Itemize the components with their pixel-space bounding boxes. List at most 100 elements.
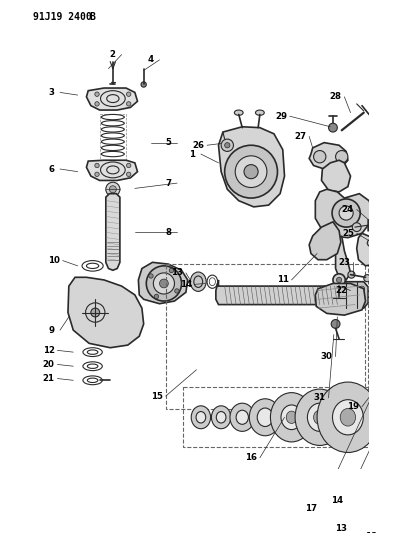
Circle shape <box>221 139 234 151</box>
Bar <box>100 115 126 160</box>
Circle shape <box>106 182 120 196</box>
Text: 23: 23 <box>338 258 350 267</box>
Text: 2: 2 <box>110 50 116 59</box>
Polygon shape <box>309 143 348 170</box>
Circle shape <box>95 163 99 168</box>
Circle shape <box>359 298 365 304</box>
Ellipse shape <box>255 110 264 115</box>
Circle shape <box>95 102 99 106</box>
Polygon shape <box>86 160 137 181</box>
Text: 6: 6 <box>48 165 54 174</box>
Circle shape <box>367 239 374 246</box>
Circle shape <box>235 156 267 188</box>
Ellipse shape <box>386 329 396 358</box>
Circle shape <box>169 268 173 273</box>
Polygon shape <box>357 233 380 266</box>
Circle shape <box>126 163 131 168</box>
Polygon shape <box>68 277 144 348</box>
Circle shape <box>331 320 340 328</box>
Text: 7: 7 <box>165 179 171 188</box>
Ellipse shape <box>190 272 206 292</box>
Text: 16: 16 <box>245 453 257 462</box>
Circle shape <box>332 199 360 227</box>
Text: 30: 30 <box>321 352 333 361</box>
Ellipse shape <box>216 411 226 423</box>
Text: 12: 12 <box>43 346 55 355</box>
Circle shape <box>314 150 326 163</box>
Bar <box>368 260 396 414</box>
Text: 11: 11 <box>277 276 289 285</box>
Circle shape <box>335 150 348 163</box>
Ellipse shape <box>191 406 211 429</box>
Ellipse shape <box>314 410 326 424</box>
Text: 9: 9 <box>48 326 54 335</box>
Ellipse shape <box>196 411 206 423</box>
Text: 28: 28 <box>329 92 342 101</box>
Text: 22: 22 <box>336 286 348 295</box>
Ellipse shape <box>333 400 363 435</box>
Circle shape <box>95 172 99 176</box>
Circle shape <box>225 146 278 198</box>
Text: 13: 13 <box>171 269 183 277</box>
Ellipse shape <box>317 382 379 453</box>
Text: 4: 4 <box>148 55 154 64</box>
Circle shape <box>337 277 342 282</box>
Polygon shape <box>219 127 284 207</box>
Bar <box>183 387 396 447</box>
Polygon shape <box>106 193 120 270</box>
Ellipse shape <box>236 410 248 424</box>
Polygon shape <box>368 220 396 231</box>
Circle shape <box>329 123 337 132</box>
Circle shape <box>333 274 345 286</box>
Ellipse shape <box>230 403 255 431</box>
Circle shape <box>126 172 131 176</box>
Text: 19: 19 <box>347 402 359 411</box>
Text: 5: 5 <box>166 138 171 147</box>
Circle shape <box>160 279 168 288</box>
Circle shape <box>244 165 258 179</box>
Text: 1: 1 <box>189 150 195 158</box>
Text: 31: 31 <box>314 393 326 402</box>
Text: 14: 14 <box>180 280 192 289</box>
Polygon shape <box>309 222 341 260</box>
Text: 8: 8 <box>165 228 171 237</box>
Circle shape <box>225 143 230 148</box>
Circle shape <box>149 274 153 278</box>
Bar <box>166 264 365 409</box>
Circle shape <box>359 286 365 292</box>
Circle shape <box>146 266 181 301</box>
Text: 27: 27 <box>294 132 307 141</box>
Ellipse shape <box>270 393 313 442</box>
Polygon shape <box>322 160 350 192</box>
Polygon shape <box>335 236 350 280</box>
Circle shape <box>154 294 159 298</box>
Text: 24: 24 <box>342 205 354 214</box>
Circle shape <box>175 289 179 293</box>
Circle shape <box>339 206 353 220</box>
Ellipse shape <box>281 405 302 430</box>
Circle shape <box>364 274 371 282</box>
Circle shape <box>352 223 361 231</box>
Circle shape <box>153 273 175 294</box>
Text: 25: 25 <box>342 229 354 238</box>
Text: 15: 15 <box>151 392 163 401</box>
Polygon shape <box>138 262 188 304</box>
Ellipse shape <box>340 408 356 426</box>
Text: 91J19 2400: 91J19 2400 <box>33 12 91 22</box>
Circle shape <box>126 102 131 106</box>
Ellipse shape <box>234 110 243 115</box>
Circle shape <box>348 271 355 278</box>
Ellipse shape <box>257 408 273 426</box>
Text: 14: 14 <box>331 496 343 505</box>
Text: 21: 21 <box>43 374 55 383</box>
Polygon shape <box>315 284 366 315</box>
Circle shape <box>109 185 116 193</box>
Polygon shape <box>86 88 137 110</box>
Ellipse shape <box>91 308 100 317</box>
Circle shape <box>338 286 343 292</box>
Circle shape <box>338 298 343 304</box>
Text: B: B <box>89 12 95 22</box>
Circle shape <box>95 92 99 96</box>
Text: 10: 10 <box>48 256 60 265</box>
Polygon shape <box>315 189 373 238</box>
